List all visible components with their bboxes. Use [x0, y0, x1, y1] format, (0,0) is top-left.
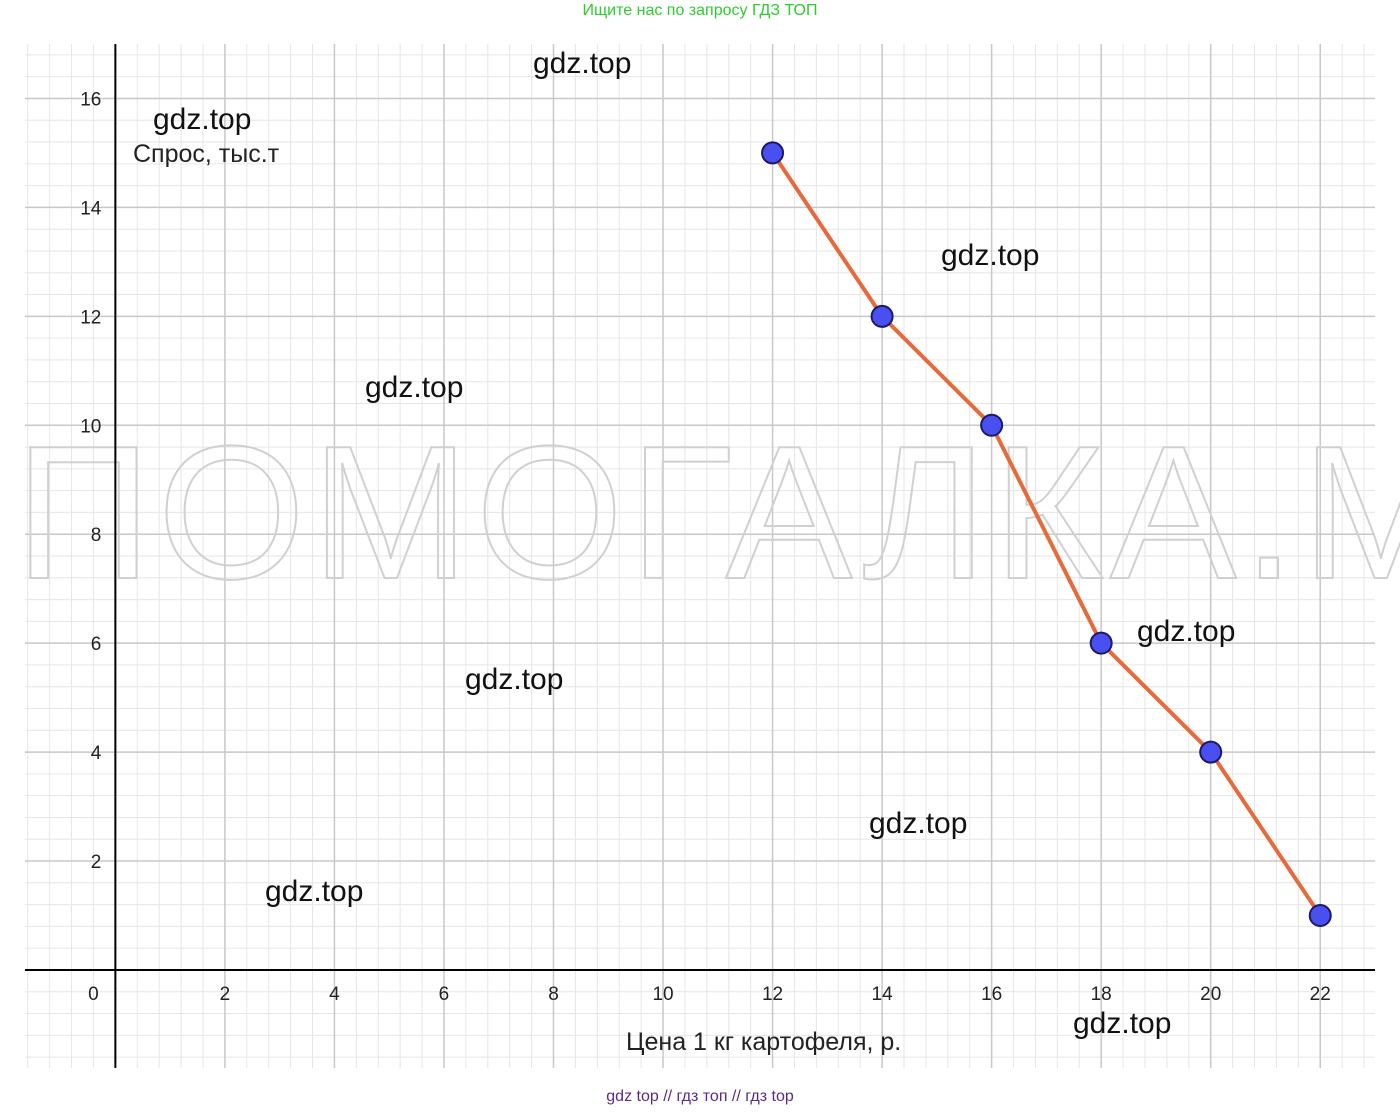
series-polyline	[770, 151, 1322, 917]
x-tick-labels: 0 2 4 6 8 10 12 14 16 18 20 22	[88, 984, 1331, 1005]
minor-grid	[25, 44, 1375, 1068]
watermark-text: gdz.top	[365, 371, 463, 404]
watermark-text: gdz.top	[153, 103, 251, 136]
watermark-text: gdz.top	[265, 875, 363, 908]
watermark-text: gdz.top	[941, 239, 1039, 272]
series-line	[770, 151, 1322, 917]
x-tick-label: 14	[872, 984, 894, 1005]
y-axis-title: Спрос, тыс.т	[133, 140, 280, 168]
x-tick-label: 16	[981, 984, 1002, 1005]
data-point	[870, 304, 894, 328]
y-tick-label: 12	[80, 307, 101, 328]
y-tick-label: 8	[91, 525, 102, 546]
y-tick-label: 16	[80, 89, 101, 110]
x-tick-label: 12	[762, 984, 783, 1005]
x-tick-label: 0	[88, 984, 99, 1005]
data-point	[1089, 631, 1113, 655]
axes	[25, 44, 1375, 1068]
small-watermarks: gdz.top gdz.top gdz.top gdz.top gdz.top …	[153, 47, 1235, 1040]
watermark-text: gdz.top	[465, 663, 563, 696]
large-watermark: ПОМОГАЛКА.МИ	[15, 407, 1400, 619]
data-points	[761, 141, 1332, 927]
footer-banner[interactable]: gdz top // гдз топ // гдз top	[606, 1088, 794, 1105]
x-tick-label: 8	[548, 984, 559, 1005]
watermark-text: gdz.top	[533, 47, 631, 80]
y-tick-label: 14	[80, 198, 102, 219]
x-tick-label: 10	[652, 984, 673, 1005]
data-point	[761, 141, 785, 165]
y-tick-label: 2	[91, 852, 102, 873]
y-tick-labels: 2 4 6 8 10 12 14 16	[80, 89, 102, 873]
x-tick-label: 6	[439, 984, 450, 1005]
data-point	[1199, 740, 1223, 764]
y-tick-label: 10	[80, 416, 101, 437]
data-point	[980, 413, 1004, 437]
header-banner[interactable]: Ищите нас по запросу ГДЗ ТОП	[582, 2, 818, 19]
y-tick-label: 4	[91, 743, 102, 764]
y-tick-label: 6	[91, 634, 102, 655]
watermark-text: gdz.top	[1073, 1007, 1171, 1040]
major-grid	[25, 44, 1375, 1068]
watermark-text: gdz.top	[869, 807, 967, 840]
x-tick-label: 20	[1200, 984, 1221, 1005]
x-tick-label: 2	[220, 984, 231, 1005]
x-tick-label: 18	[1091, 984, 1112, 1005]
watermark-text: gdz.top	[1137, 615, 1235, 648]
data-point	[1308, 903, 1332, 927]
x-axis-title: Цена 1 кг картофеля, р.	[626, 1028, 901, 1056]
x-tick-label: 22	[1310, 984, 1331, 1005]
x-tick-label: 4	[329, 984, 340, 1005]
